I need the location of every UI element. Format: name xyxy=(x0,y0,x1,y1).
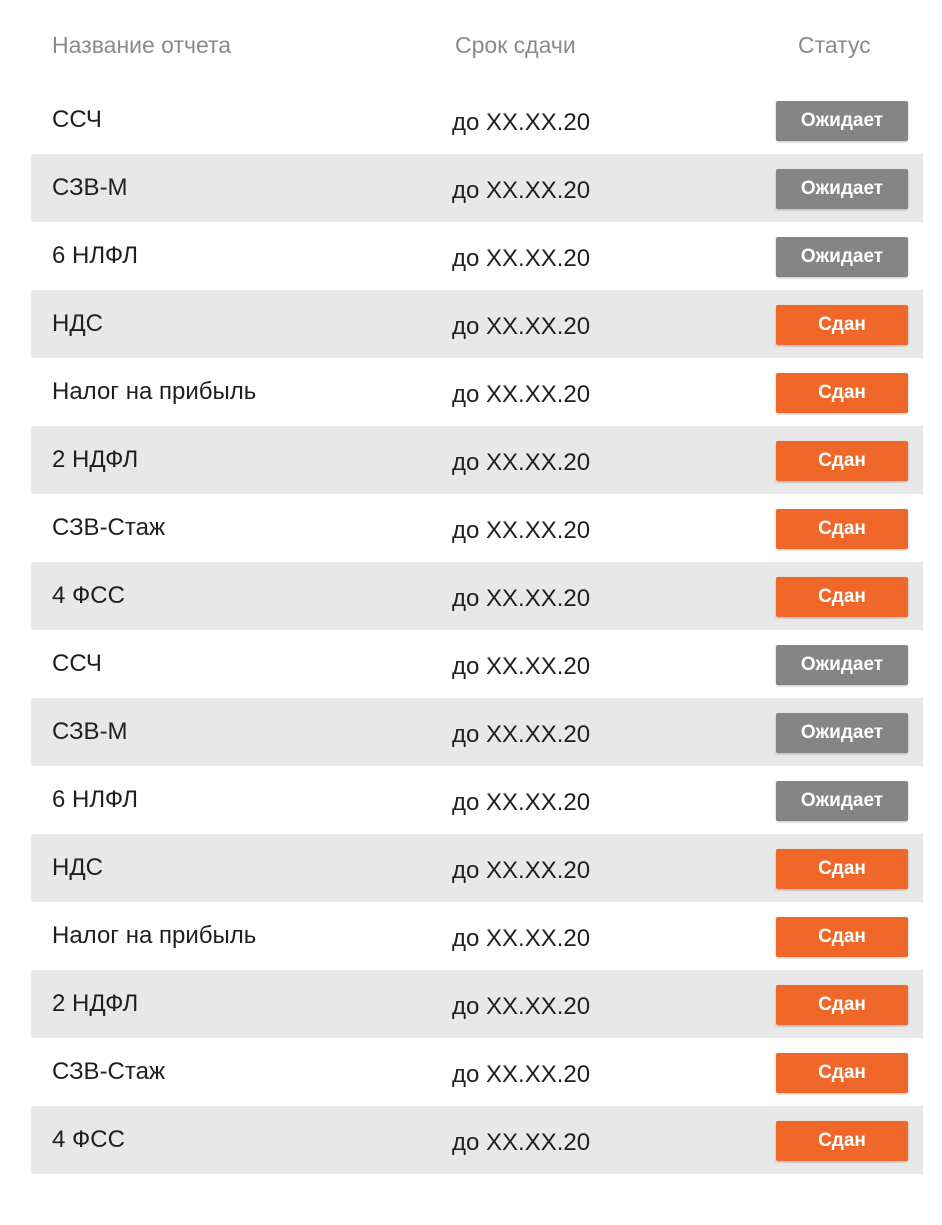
status-badge[interactable]: Сдан xyxy=(776,985,908,1025)
status-badge[interactable]: Ожидает xyxy=(776,237,908,277)
report-name: Налог на прибыль xyxy=(52,922,257,949)
report-deadline: до XX.XX.20 xyxy=(452,585,591,612)
report-deadline: до XX.XX.20 xyxy=(452,789,591,816)
status-badge[interactable]: Сдан xyxy=(776,373,908,413)
status-badge[interactable]: Сдан xyxy=(776,305,908,345)
table-row: 6 НЛФЛ до XX.XX.20 Ожидает xyxy=(31,766,923,834)
table-row: 4 ФСС до XX.XX.20 Сдан xyxy=(31,562,923,630)
status-badge[interactable]: Ожидает xyxy=(776,169,908,209)
table-header: Название отчета Срок сдачи Статус xyxy=(31,0,923,92)
table-row: СЗВ-М до XX.XX.20 Ожидает xyxy=(31,698,923,766)
table-row: Налог на прибыль до XX.XX.20 Сдан xyxy=(31,358,923,426)
status-badge[interactable]: Сдан xyxy=(776,509,908,549)
table-row: ССЧ до XX.XX.20 Ожидает xyxy=(31,86,923,154)
report-name: 6 НЛФЛ xyxy=(52,786,139,813)
report-name: СЗВ-М xyxy=(52,174,128,201)
status-badge[interactable]: Сдан xyxy=(776,917,908,957)
status-badge[interactable]: Ожидает xyxy=(776,713,908,753)
status-badge[interactable]: Ожидает xyxy=(776,645,908,685)
reports-table-body: ССЧ до XX.XX.20 Ожидает СЗВ-М до XX.XX.2… xyxy=(31,86,923,1174)
report-name: 4 ФСС xyxy=(52,582,125,609)
report-name: СЗВ-М xyxy=(52,718,128,745)
report-name: НДС xyxy=(52,310,103,337)
table-row: 2 НДФЛ до XX.XX.20 Сдан xyxy=(31,970,923,1038)
report-deadline: до XX.XX.20 xyxy=(452,109,591,136)
report-deadline: до XX.XX.20 xyxy=(452,177,591,204)
report-deadline: до XX.XX.20 xyxy=(452,653,591,680)
report-name: СЗВ-Стаж xyxy=(52,514,166,541)
report-name: Налог на прибыль xyxy=(52,378,257,405)
status-badge[interactable]: Ожидает xyxy=(776,101,908,141)
report-name: СЗВ-Стаж xyxy=(52,1058,166,1085)
column-header-name: Название отчета xyxy=(52,32,232,58)
report-deadline: до XX.XX.20 xyxy=(452,1129,591,1156)
report-deadline: до XX.XX.20 xyxy=(452,517,591,544)
column-header-status: Статус xyxy=(798,32,871,58)
status-badge[interactable]: Сдан xyxy=(776,441,908,481)
report-name: ССЧ xyxy=(52,650,102,677)
status-badge[interactable]: Сдан xyxy=(776,577,908,617)
column-header-deadline: Срок сдачи xyxy=(455,32,576,58)
status-badge[interactable]: Ожидает xyxy=(776,781,908,821)
table-row: СЗВ-Стаж до XX.XX.20 Сдан xyxy=(31,494,923,562)
table-row: Налог на прибыль до XX.XX.20 Сдан xyxy=(31,902,923,970)
report-deadline: до XX.XX.20 xyxy=(452,313,591,340)
report-name: 6 НЛФЛ xyxy=(52,242,139,269)
report-name: 2 НДФЛ xyxy=(52,990,139,1017)
status-badge[interactable]: Сдан xyxy=(776,1121,908,1161)
report-name: 4 ФСС xyxy=(52,1126,125,1153)
status-badge[interactable]: Сдан xyxy=(776,1053,908,1093)
table-row: 4 ФСС до XX.XX.20 Сдан xyxy=(31,1106,923,1174)
report-name: ССЧ xyxy=(52,106,102,133)
report-deadline: до XX.XX.20 xyxy=(452,857,591,884)
table-row: НДС до XX.XX.20 Сдан xyxy=(31,290,923,358)
report-deadline: до XX.XX.20 xyxy=(452,721,591,748)
report-deadline: до XX.XX.20 xyxy=(452,449,591,476)
status-badge[interactable]: Сдан xyxy=(776,849,908,889)
table-row: НДС до XX.XX.20 Сдан xyxy=(31,834,923,902)
report-deadline: до XX.XX.20 xyxy=(452,993,591,1020)
report-deadline: до XX.XX.20 xyxy=(452,381,591,408)
table-row: СЗВ-М до XX.XX.20 Ожидает xyxy=(31,154,923,222)
report-deadline: до XX.XX.20 xyxy=(452,925,591,952)
report-name: НДС xyxy=(52,854,103,881)
table-row: СЗВ-Стаж до XX.XX.20 Сдан xyxy=(31,1038,923,1106)
report-deadline: до XX.XX.20 xyxy=(452,1061,591,1088)
table-row: ССЧ до XX.XX.20 Ожидает xyxy=(31,630,923,698)
report-name: 2 НДФЛ xyxy=(52,446,139,473)
table-row: 6 НЛФЛ до XX.XX.20 Ожидает xyxy=(31,222,923,290)
report-deadline: до XX.XX.20 xyxy=(452,245,591,272)
table-row: 2 НДФЛ до XX.XX.20 Сдан xyxy=(31,426,923,494)
